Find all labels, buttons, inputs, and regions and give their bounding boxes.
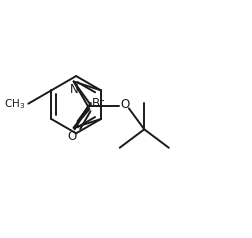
Text: CH$_3$: CH$_3$ — [4, 97, 25, 111]
Text: Br: Br — [91, 97, 105, 110]
Text: O: O — [67, 130, 76, 143]
Text: O: O — [120, 98, 130, 111]
Text: N: N — [70, 83, 79, 96]
